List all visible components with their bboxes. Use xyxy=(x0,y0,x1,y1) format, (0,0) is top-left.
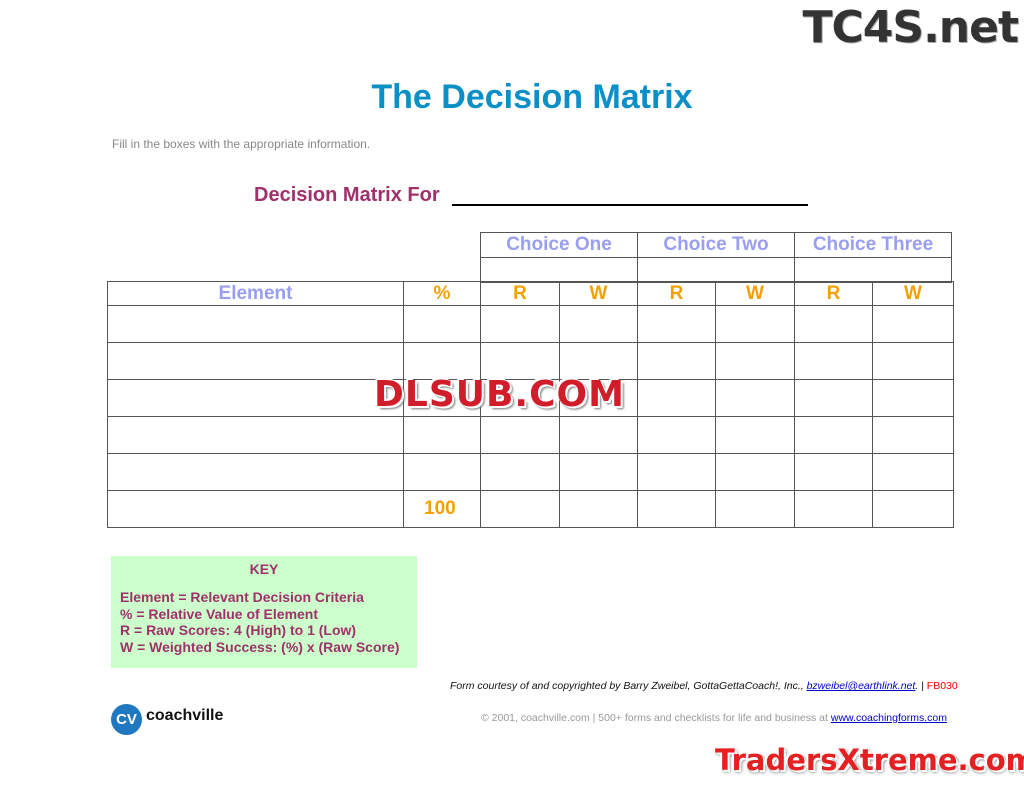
cell[interactable] xyxy=(107,342,404,380)
w-header: W xyxy=(715,281,795,306)
cell[interactable] xyxy=(637,490,716,528)
key-line: W = Weighted Success: (%) x (Raw Score) xyxy=(120,638,400,655)
cell[interactable] xyxy=(637,342,716,380)
cell[interactable] xyxy=(403,453,481,491)
copyright-text: © 2001, coachville.com | 500+ forms and … xyxy=(481,712,831,724)
cell[interactable] xyxy=(715,379,795,417)
cell[interactable] xyxy=(637,453,716,491)
instructions: Fill in the boxes with the appropriate i… xyxy=(112,137,371,151)
cell[interactable] xyxy=(872,379,954,417)
cell[interactable] xyxy=(637,379,716,417)
cell[interactable] xyxy=(107,416,404,454)
w-header: W xyxy=(872,281,954,306)
form-code: FB030 xyxy=(926,680,958,692)
cell[interactable] xyxy=(403,305,481,343)
cell[interactable] xyxy=(107,453,404,491)
choice-three-name-cell[interactable] xyxy=(794,257,952,283)
cell[interactable] xyxy=(107,305,404,343)
cell[interactable] xyxy=(480,416,560,454)
r-header: R xyxy=(637,281,716,306)
choice-two-header: Choice Two xyxy=(637,232,795,258)
cell[interactable] xyxy=(872,490,954,528)
cell[interactable] xyxy=(794,416,873,454)
cell[interactable] xyxy=(794,379,873,417)
cell[interactable] xyxy=(559,490,638,528)
cell[interactable] xyxy=(715,342,795,380)
coachville-logo-icon: CV xyxy=(111,704,142,735)
cell[interactable] xyxy=(872,416,954,454)
choice-one-header: Choice One xyxy=(480,232,638,258)
coachingforms-link[interactable]: www.coachingforms.com xyxy=(830,712,947,724)
cell[interactable] xyxy=(107,379,404,417)
credit-text: Form courtesy of and copyrighted by Barr… xyxy=(450,680,807,692)
cell[interactable] xyxy=(715,453,795,491)
copyright-line: © 2001, coachville.com | 500+ forms and … xyxy=(481,712,947,724)
choice-two-name-cell[interactable] xyxy=(637,257,795,283)
cell[interactable] xyxy=(794,305,873,343)
decision-for-label: Decision Matrix For xyxy=(254,184,440,206)
cell[interactable] xyxy=(872,453,954,491)
tc4s-watermark: TC4S.net xyxy=(802,2,1019,53)
key-box: KEY Element = Relevant Decision Criteria… xyxy=(111,556,417,668)
table-row xyxy=(107,305,954,343)
key-title: KEY xyxy=(249,561,279,577)
cell[interactable] xyxy=(480,490,560,528)
credit-sep: . | xyxy=(915,680,927,692)
cell[interactable] xyxy=(559,453,638,491)
dlsub-watermark: DLSUB.COM xyxy=(374,374,625,415)
cell[interactable] xyxy=(872,342,954,380)
r-header: R xyxy=(794,281,873,306)
tradersxtreme-watermark: TradersXtreme.com xyxy=(715,743,1024,777)
cell[interactable] xyxy=(715,490,795,528)
cell[interactable] xyxy=(637,305,716,343)
key-line: R = Raw Scores: 4 (High) to 1 (Low) xyxy=(120,622,357,638)
key-line: % = Relative Value of Element xyxy=(120,605,319,622)
page-title: The Decision Matrix xyxy=(371,78,693,116)
cell[interactable] xyxy=(403,416,481,454)
cell[interactable] xyxy=(794,342,873,380)
coachville-logo-text: coachville xyxy=(146,707,224,724)
cell[interactable] xyxy=(480,305,560,343)
percent-header: % xyxy=(403,281,481,306)
cell[interactable] xyxy=(637,416,716,454)
cell[interactable] xyxy=(715,416,795,454)
credit-line: Form courtesy of and copyrighted by Barr… xyxy=(450,680,958,692)
decision-for-field[interactable] xyxy=(452,204,808,206)
r-header: R xyxy=(480,281,560,306)
cell[interactable] xyxy=(559,416,638,454)
cell[interactable] xyxy=(559,305,638,343)
element-header: Element xyxy=(107,281,404,306)
cell[interactable] xyxy=(559,379,638,417)
table-row xyxy=(107,453,954,491)
key-line: Element = Relevant Decision Criteria xyxy=(120,589,364,605)
cell[interactable] xyxy=(107,490,404,528)
decision-matrix-table: Element % R W R W R W 100 xyxy=(107,281,954,528)
total-percent: 100 xyxy=(403,490,481,528)
total-row: 100 xyxy=(107,490,954,528)
cell[interactable] xyxy=(715,305,795,343)
choices-header: Choice One Choice Two Choice Three xyxy=(480,232,952,283)
cell[interactable] xyxy=(794,490,873,528)
cell[interactable] xyxy=(794,453,873,491)
table-row xyxy=(107,416,954,454)
choice-three-header: Choice Three xyxy=(794,232,952,258)
cell[interactable] xyxy=(872,305,954,343)
cell[interactable] xyxy=(480,453,560,491)
w-header: W xyxy=(559,281,638,306)
choice-one-name-cell[interactable] xyxy=(480,257,638,283)
email-link[interactable]: bzweibel@earthlink.net xyxy=(806,680,916,692)
